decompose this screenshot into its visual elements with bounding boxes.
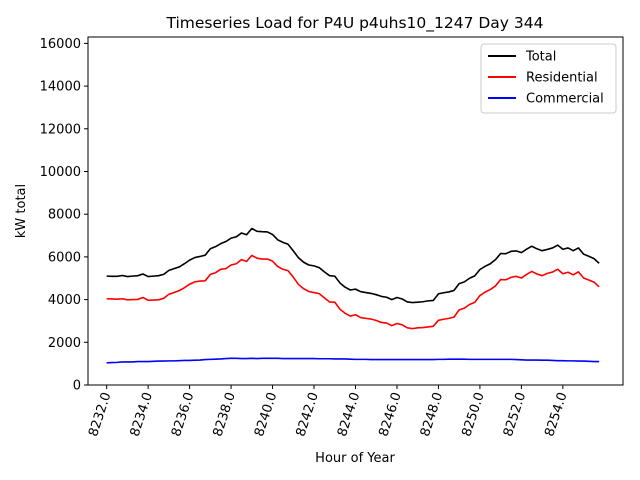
legend-label-commercial: Commercial xyxy=(526,92,604,107)
legend-box xyxy=(480,43,617,114)
y-tick-label: 8000 xyxy=(48,208,81,223)
y-tick-label: 10000 xyxy=(40,165,81,180)
y-tick-label: 2000 xyxy=(48,336,81,351)
series-line-total xyxy=(106,227,600,304)
x-axis-label: Hour of Year xyxy=(315,451,395,466)
series-layer xyxy=(106,227,600,364)
legend: Total Residential Commercial xyxy=(480,43,617,114)
series-line-residential xyxy=(106,254,600,330)
y-tick-label: 14000 xyxy=(40,80,81,95)
y-tick-label: 16000 xyxy=(40,37,81,52)
legend-label-total: Total xyxy=(525,50,556,65)
y-tick-label: 12000 xyxy=(40,122,81,137)
y-tick-label: 0 xyxy=(73,379,81,394)
y-tick-label: 4000 xyxy=(48,293,81,308)
y-tick-label: 6000 xyxy=(48,250,81,265)
y-axis-label: kW total xyxy=(14,184,29,238)
chart-title: Timeseries Load for P4U p4uhs10_1247 Day… xyxy=(166,14,544,33)
legend-label-residential: Residential xyxy=(526,71,598,86)
y-axis: 0 2000 4000 6000 8000 10000 12000 14000 16000 xyxy=(40,37,88,394)
series-line-commercial xyxy=(106,357,600,364)
